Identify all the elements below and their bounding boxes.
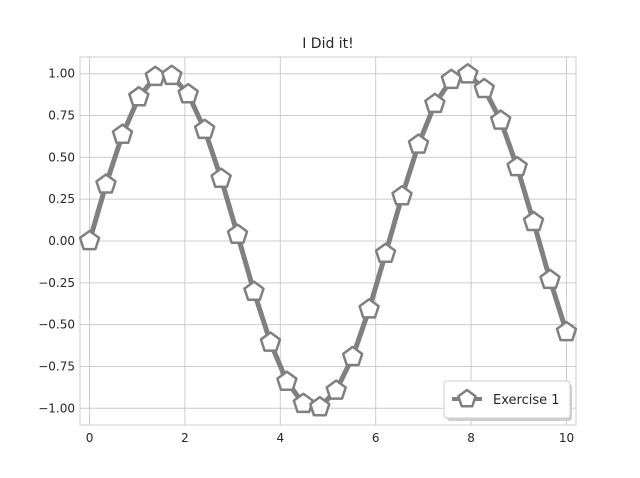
data-point-marker xyxy=(78,229,101,251)
data-point-marker xyxy=(506,155,528,177)
data-point-marker xyxy=(193,118,216,140)
legend-marker-pentagon xyxy=(457,388,477,408)
y-tick-label: −1.00 xyxy=(38,401,75,415)
data-point-marker xyxy=(424,92,446,114)
data-point-marker xyxy=(161,64,183,86)
data-point-marker xyxy=(259,331,282,352)
series-layer xyxy=(78,62,578,417)
y-tick-label: 1.00 xyxy=(48,67,75,81)
data-point-marker xyxy=(374,242,397,264)
y-tick-label: 0.25 xyxy=(48,192,75,206)
x-tick-label: 8 xyxy=(467,431,475,445)
x-tick-label: 6 xyxy=(372,431,380,445)
chart-title: I Did it! xyxy=(302,36,354,52)
y-tick-label: 0.50 xyxy=(48,150,75,164)
data-point-marker xyxy=(276,370,298,392)
data-point-marker xyxy=(325,379,347,400)
data-point-marker xyxy=(210,167,232,188)
data-point-marker xyxy=(309,395,331,417)
legend-label: Exercise 1 xyxy=(493,393,560,408)
y-tick-label: −0.25 xyxy=(38,276,75,290)
data-point-marker xyxy=(292,392,315,414)
data-point-marker xyxy=(243,280,265,302)
data-point-marker xyxy=(128,85,150,107)
data-point-marker xyxy=(358,298,380,319)
data-point-marker xyxy=(341,345,364,367)
data-point-marker xyxy=(111,123,134,144)
y-tick-label: −0.50 xyxy=(38,318,75,332)
data-point-marker xyxy=(522,210,545,232)
data-point-marker xyxy=(95,173,117,194)
y-axis: 1.00 0.75 0.50 0.25 0.00 −0.25 −0.50 −0.75 −1.00 xyxy=(38,67,75,416)
legend-box xyxy=(443,380,571,419)
x-tick-label: 10 xyxy=(559,431,574,445)
data-point-marker xyxy=(555,320,578,342)
data-point-marker xyxy=(457,62,479,84)
x-axis: 0 2 4 6 8 10 xyxy=(86,431,574,445)
data-point-marker xyxy=(391,184,413,206)
data-point-marker xyxy=(473,77,495,99)
data-point-marker xyxy=(177,82,199,104)
y-tick-label: 0.75 xyxy=(48,109,75,123)
legend: Exercise 1 xyxy=(443,380,572,421)
data-point-marker xyxy=(407,133,430,154)
x-tick-label: 0 xyxy=(86,431,94,445)
legend-marker-shape xyxy=(457,388,477,408)
data-point-marker xyxy=(489,109,512,130)
data-point-marker xyxy=(539,268,561,290)
data-point-marker xyxy=(226,223,249,244)
y-tick-label: 0.00 xyxy=(48,234,75,248)
x-tick-label: 4 xyxy=(276,431,284,445)
x-tick-label: 2 xyxy=(181,431,189,445)
y-tick-label: −0.75 xyxy=(38,359,75,373)
